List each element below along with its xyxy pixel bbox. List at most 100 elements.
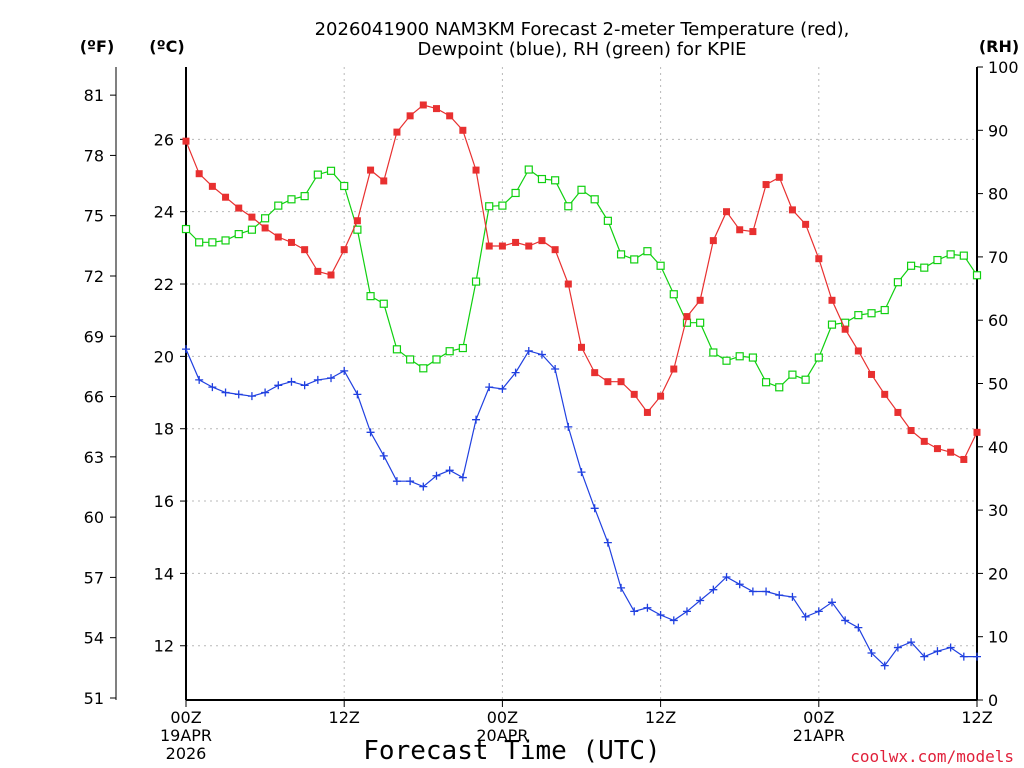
dewpoint-point bbox=[801, 612, 810, 621]
temperature-point bbox=[485, 242, 493, 250]
axes-layer: 5154576063666972757881121416182022242601… bbox=[84, 58, 1019, 763]
fahrenheit-tick-label: 57 bbox=[84, 568, 104, 587]
rh-tick-label: 20 bbox=[988, 564, 1008, 583]
rh-tick-label: 50 bbox=[988, 375, 1008, 394]
rh-point bbox=[181, 224, 191, 234]
dewpoint-point bbox=[867, 648, 876, 657]
fahrenheit-tick-label: 54 bbox=[84, 629, 104, 648]
dewpoint-point bbox=[432, 471, 441, 480]
temperature-point bbox=[551, 246, 559, 254]
rh-point bbox=[735, 352, 744, 361]
dewpoint-point bbox=[841, 616, 850, 625]
rh-point bbox=[195, 238, 204, 247]
temperature-point bbox=[340, 246, 348, 254]
temperature-point bbox=[538, 237, 546, 245]
rh-point bbox=[406, 355, 415, 364]
temperature-point bbox=[749, 228, 757, 236]
x-tick-label: 20APR bbox=[476, 726, 528, 745]
celsius-tick-label: 20 bbox=[154, 347, 174, 366]
temperature-point bbox=[459, 126, 467, 134]
rh-point bbox=[880, 305, 889, 315]
dewpoint-point bbox=[709, 585, 718, 594]
x-tick-label: 2026 bbox=[166, 744, 207, 763]
fahrenheit-unit-label: (ºF) bbox=[80, 37, 115, 56]
temperature-point bbox=[578, 343, 585, 351]
temperature-point bbox=[222, 193, 230, 201]
fahrenheit-tick-label: 78 bbox=[84, 146, 104, 165]
rh-point bbox=[274, 201, 283, 210]
temperature-point bbox=[512, 238, 520, 246]
dewpoint-point bbox=[537, 350, 546, 359]
temperature-point bbox=[353, 217, 361, 225]
dewpoint-point bbox=[419, 482, 428, 491]
dewpoint-point bbox=[656, 610, 665, 619]
temperature-point bbox=[947, 448, 955, 456]
x-tick-label: 00Z bbox=[803, 708, 834, 727]
dewpoint-point bbox=[313, 375, 322, 384]
fahrenheit-tick-label: 66 bbox=[84, 388, 104, 407]
rh-point bbox=[709, 348, 718, 357]
rh-point bbox=[959, 251, 968, 260]
dewpoint-point bbox=[234, 390, 243, 399]
x-axis-title: Forecast Time (UTC) bbox=[363, 736, 660, 766]
rh-point bbox=[788, 370, 797, 379]
rh-point bbox=[854, 311, 863, 320]
temperature-point bbox=[815, 255, 823, 263]
temperature-point bbox=[709, 237, 717, 245]
rh-point bbox=[208, 238, 217, 247]
dewpoint-point bbox=[524, 346, 533, 355]
rh-tick-label: 90 bbox=[988, 121, 1008, 140]
rh-point bbox=[537, 174, 547, 184]
rh-point bbox=[867, 309, 876, 318]
rh-point bbox=[669, 290, 678, 299]
dewpoint-point bbox=[287, 377, 296, 386]
dewpoint-point bbox=[827, 598, 836, 607]
source-credit: coolwx.com/models bbox=[850, 747, 1014, 766]
rh-point bbox=[801, 375, 810, 384]
dewpoint-point bbox=[946, 643, 955, 652]
dewpoint-point bbox=[617, 583, 626, 592]
rh-point bbox=[221, 236, 230, 245]
dewpoint-point bbox=[907, 638, 916, 647]
temperature-point bbox=[446, 112, 454, 120]
temperature-point bbox=[287, 238, 295, 246]
temperature-point bbox=[432, 105, 440, 113]
rh-point bbox=[551, 176, 560, 185]
x-tick-label: 21APR bbox=[793, 726, 845, 745]
dewpoint-point bbox=[327, 374, 336, 383]
temperature-point bbox=[327, 271, 335, 279]
temperature-point bbox=[736, 226, 744, 234]
celsius-unit-label: (ºC) bbox=[149, 37, 184, 56]
rh-point bbox=[630, 255, 639, 264]
temperature-point bbox=[788, 206, 796, 214]
rh-point bbox=[234, 230, 243, 239]
dewpoint-point bbox=[445, 466, 454, 475]
rh-point bbox=[577, 185, 586, 194]
temperature-point bbox=[406, 112, 414, 120]
temperature-point bbox=[960, 455, 968, 463]
rh-point bbox=[564, 202, 573, 211]
dewpoint-point bbox=[788, 592, 797, 601]
dewpoint-series-line bbox=[185, 348, 977, 667]
dewpoint-point bbox=[933, 647, 942, 656]
x-tick-label: 12Z bbox=[329, 708, 360, 727]
temperature-point bbox=[182, 137, 190, 145]
temperature-point bbox=[604, 378, 612, 386]
temperature-point bbox=[828, 296, 836, 304]
fahrenheit-tick-label: 51 bbox=[84, 689, 104, 708]
temperature-point bbox=[894, 408, 902, 416]
rh-point bbox=[775, 383, 784, 392]
dewpoint-point bbox=[379, 451, 388, 460]
rh-series-line bbox=[185, 168, 978, 388]
dewpoint-point bbox=[472, 415, 481, 424]
x-tick-label: 19APR bbox=[160, 726, 212, 745]
rh-point bbox=[722, 356, 731, 365]
temperature-point bbox=[933, 445, 941, 453]
dewpoint-point bbox=[353, 390, 362, 399]
temperature-point bbox=[419, 101, 427, 109]
series-layer bbox=[181, 101, 982, 670]
rh-unit-label: (RH) bbox=[979, 37, 1019, 56]
dewpoint-point bbox=[762, 587, 771, 596]
rh-point bbox=[656, 261, 665, 270]
